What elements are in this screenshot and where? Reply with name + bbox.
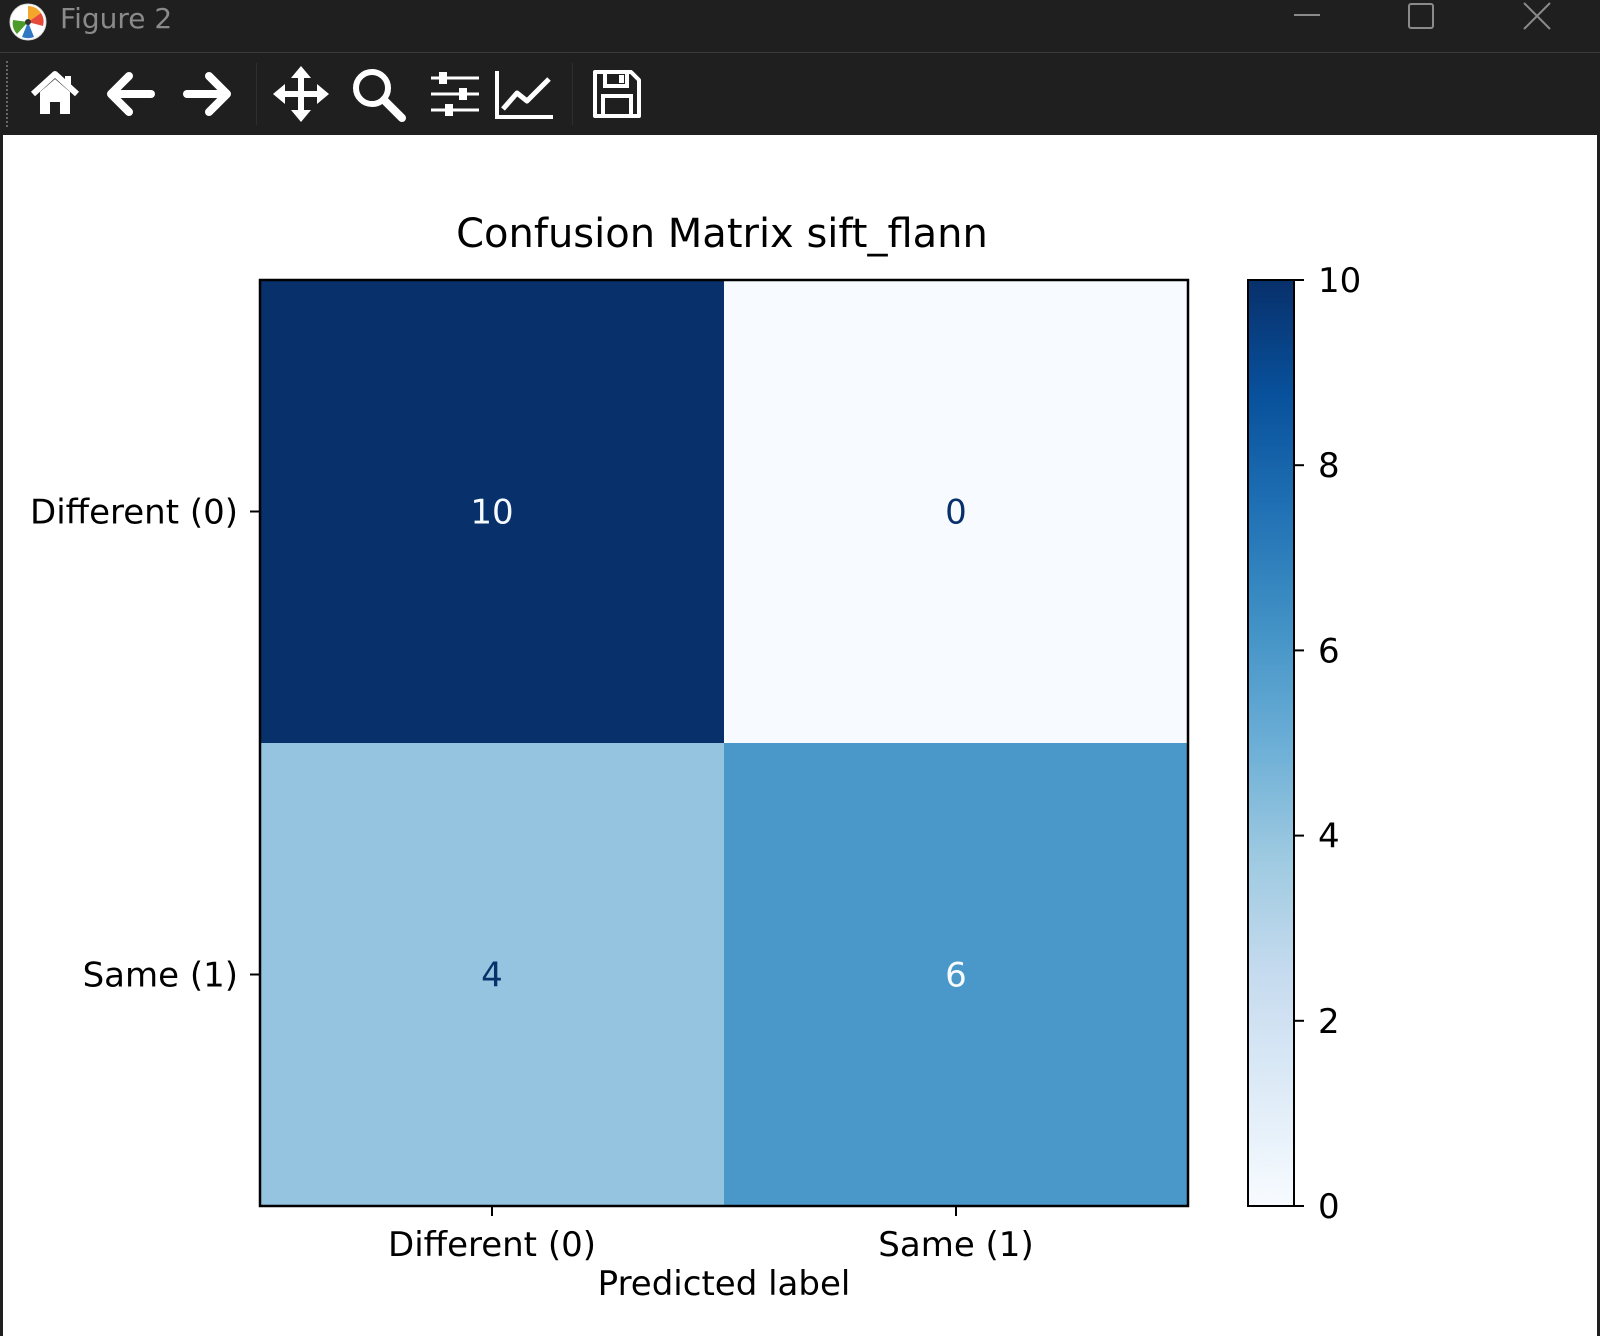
colorbar-tick-label: 6 [1318, 631, 1340, 671]
subplots-button[interactable] [424, 63, 486, 125]
colorbar-tick-label: 8 [1318, 446, 1340, 486]
chart-title: Confusion Matrix sift_flann [456, 211, 988, 257]
home-button[interactable] [24, 63, 86, 125]
customize-button[interactable] [494, 63, 556, 125]
figure-canvas[interactable]: Confusion Matrix sift_flann 10 0 4 6 Differ… [3, 135, 1597, 1336]
customize-icon [495, 71, 553, 119]
x-tick-label: Same (1) [878, 1225, 1033, 1265]
zoom-button[interactable] [347, 63, 409, 125]
maximize-button[interactable] [1392, 0, 1450, 40]
cell-value-label: 10 [470, 493, 513, 533]
maximize-icon [1408, 3, 1434, 29]
save-button[interactable] [586, 63, 648, 125]
window-frame-left [0, 135, 3, 1336]
window-frame-right [1597, 135, 1600, 1336]
colorbar [1247, 279, 1295, 1207]
minimize-icon [1294, 14, 1320, 16]
navigation-toolbar [0, 53, 1600, 135]
plot-frame [258, 278, 1190, 1208]
back-icon [107, 72, 155, 116]
title-bar: Figure 2 [0, 0, 1600, 53]
close-icon [1523, 2, 1551, 30]
save-icon [593, 70, 641, 118]
window-title: Figure 2 [60, 2, 173, 35]
minimize-button[interactable] [1278, 0, 1336, 40]
subplots-icon [431, 72, 479, 116]
cell-value-label: 4 [481, 956, 503, 996]
back-button[interactable] [100, 63, 162, 125]
colorbar-tick-label: 0 [1318, 1187, 1340, 1227]
toolbar-separator [572, 63, 573, 125]
pan-button[interactable] [270, 63, 332, 125]
toolbar-separator [256, 63, 257, 125]
x-axis-label: Predicted label [598, 1264, 851, 1304]
y-tick-label: Same (1) [83, 956, 238, 996]
colorbar-tick-label: 10 [1318, 261, 1361, 301]
confusion-matrix-chart[interactable]: Confusion Matrix sift_flann 10 0 4 6 Differ… [3, 135, 1597, 1336]
matrix-cell [724, 280, 1189, 744]
matrix-cell [260, 743, 725, 1207]
forward-icon [183, 72, 231, 116]
matrix-cell [724, 743, 1189, 1207]
matplotlib-logo-icon [9, 3, 47, 41]
matrix-cell [260, 280, 725, 744]
colorbar-tick-label: 2 [1318, 1002, 1340, 1042]
y-tick-label: Different (0) [30, 493, 238, 533]
home-icon [30, 71, 80, 114]
cell-value-label: 0 [945, 493, 967, 533]
x-tick-label: Different (0) [388, 1225, 596, 1265]
colorbar-tick-label: 4 [1318, 817, 1340, 857]
zoom-icon [353, 69, 406, 122]
cell-value-label: 6 [945, 956, 967, 996]
close-button[interactable] [1508, 0, 1566, 40]
forward-button[interactable] [176, 63, 238, 125]
toolbar-grip[interactable] [6, 61, 10, 127]
pan-icon [273, 66, 329, 122]
